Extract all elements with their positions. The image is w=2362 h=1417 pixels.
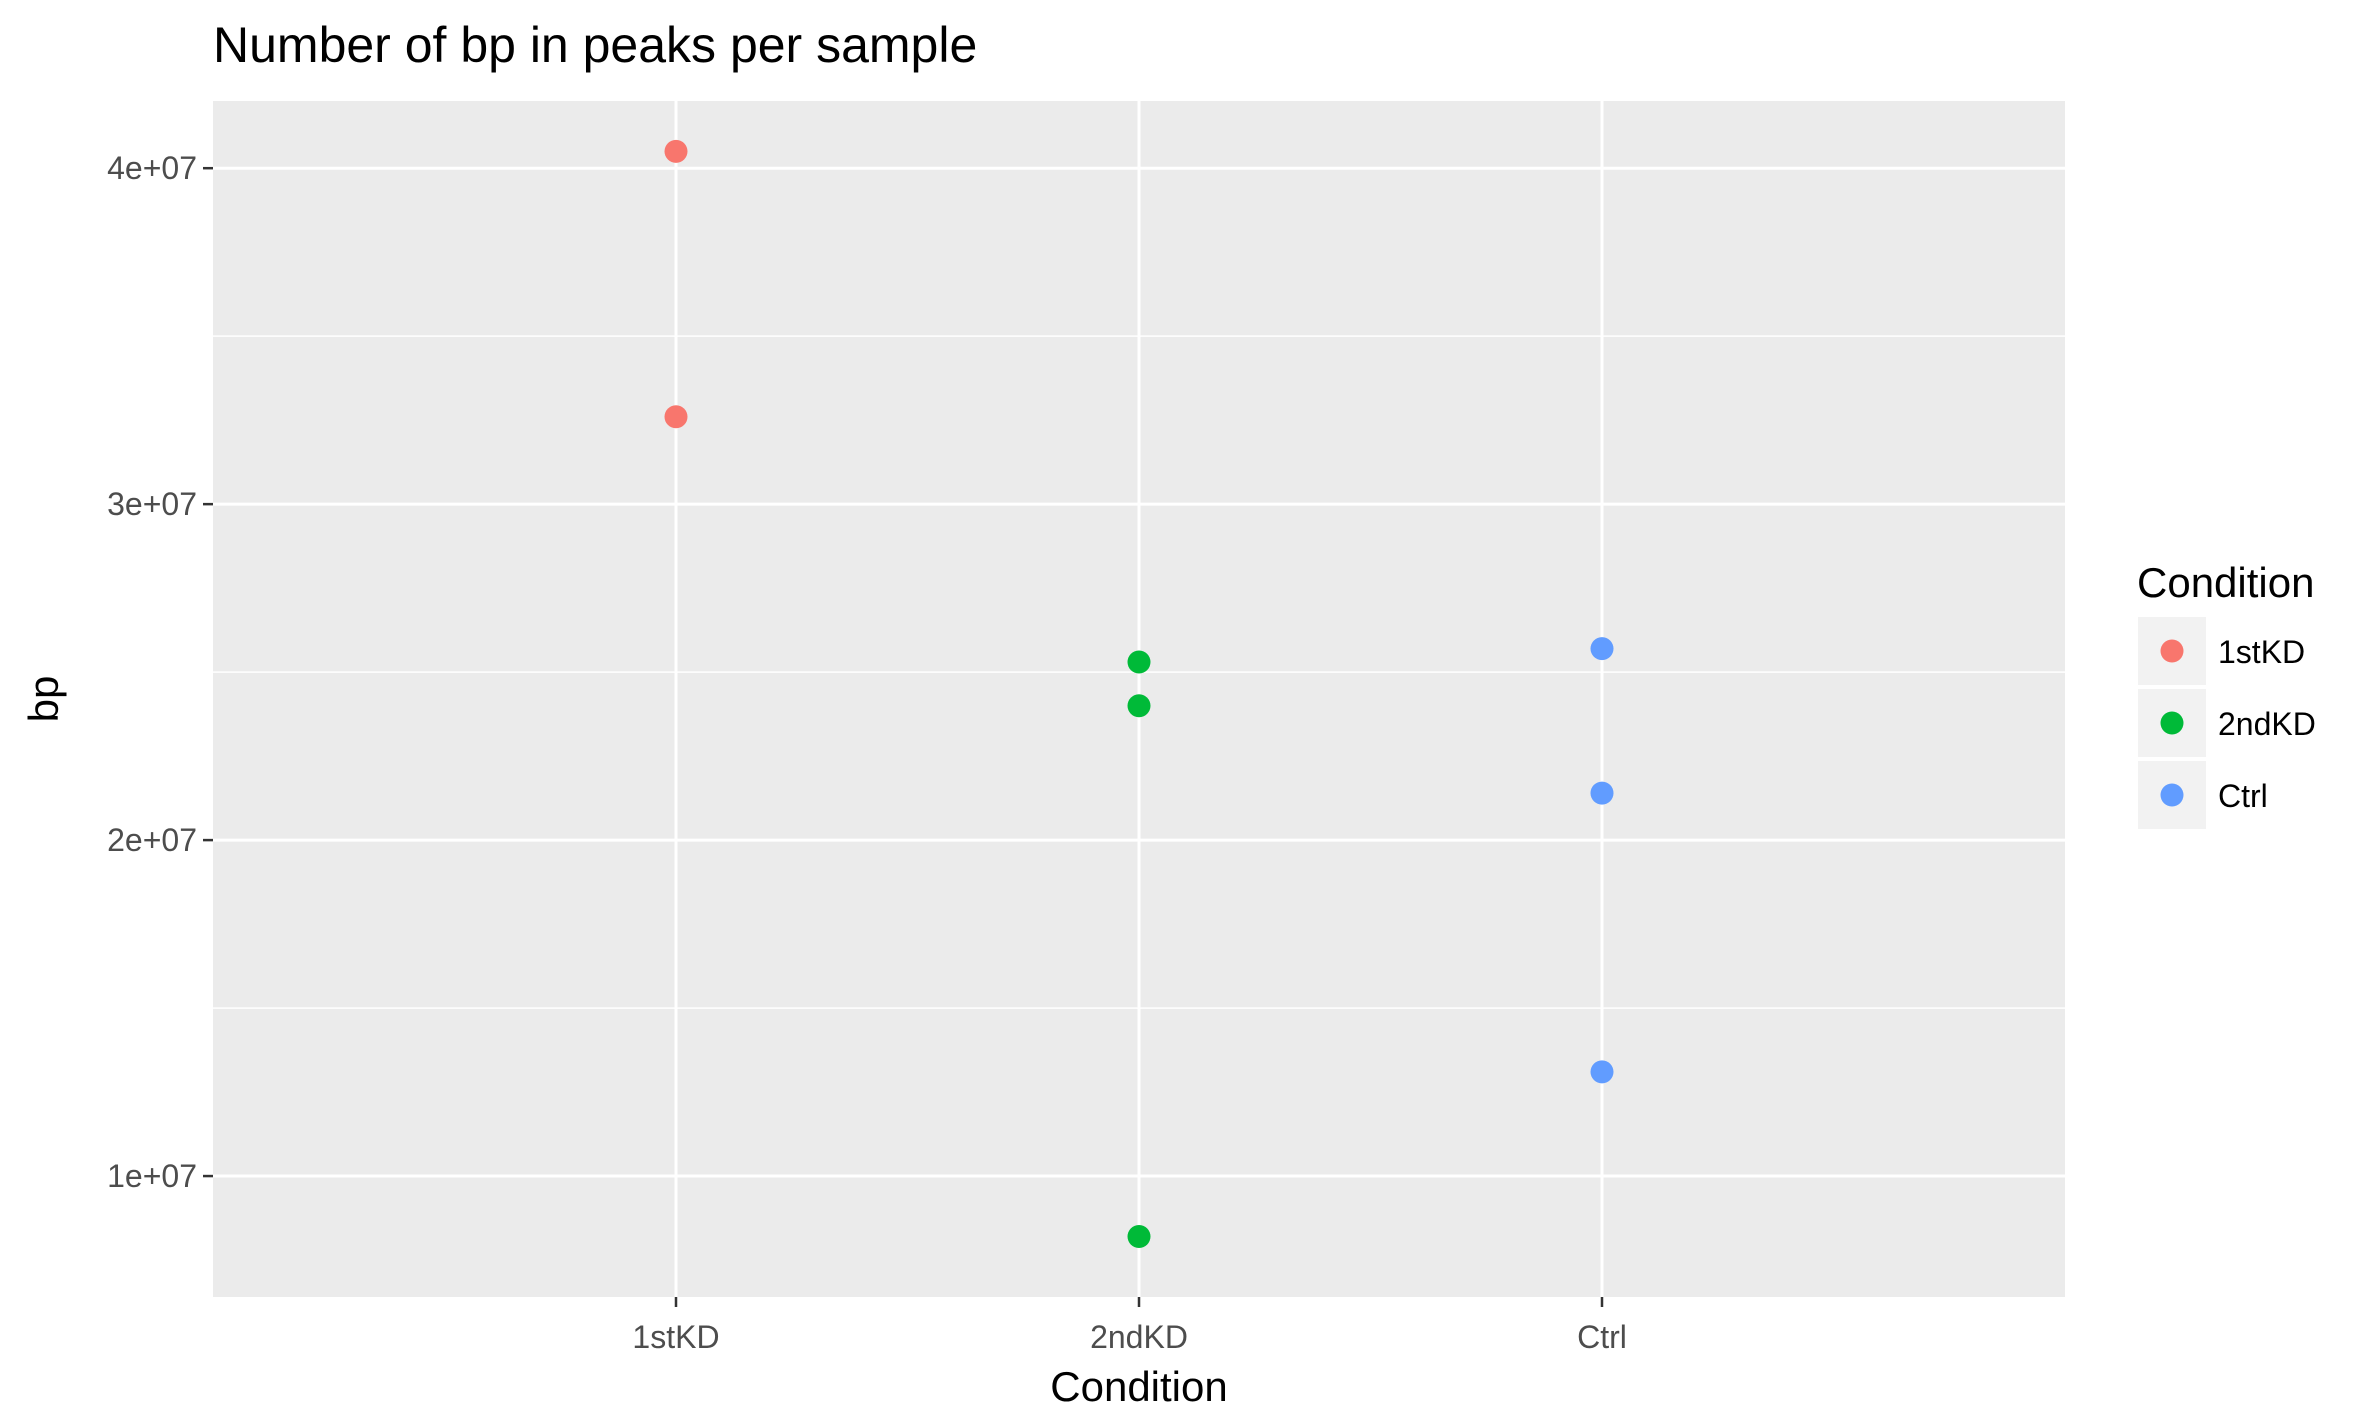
legend-title: Condition (2137, 559, 2314, 606)
data-point (1590, 1060, 1614, 1084)
y-tick-label: 1e+07 (107, 1158, 197, 1194)
legend-marker (2160, 639, 2184, 663)
y-axis-title: bp (20, 676, 67, 723)
axis-layer: 1e+07 2e+07 3e+07 4e+07 1stKD 2ndKD Ctrl (107, 150, 1627, 1355)
point-layer (664, 139, 1614, 1249)
data-point (1590, 637, 1614, 661)
legend-label: 2ndKD (2218, 706, 2316, 742)
data-point (1127, 694, 1151, 718)
data-point (1127, 650, 1151, 674)
y-tick-label: 4e+07 (107, 150, 197, 186)
x-axis-title: Condition (1050, 1363, 1227, 1410)
legend-marker (2160, 711, 2184, 735)
data-point (664, 139, 688, 163)
chart-title: Number of bp in peaks per sample (213, 17, 977, 73)
legend-label: Ctrl (2218, 778, 2268, 814)
legend-marker (2160, 783, 2184, 807)
data-point (1590, 781, 1614, 805)
y-tick-label: 3e+07 (107, 486, 197, 522)
legend-label: 1stKD (2218, 634, 2305, 670)
x-tick-label: Ctrl (1577, 1319, 1627, 1355)
x-tick-label: 1stKD (632, 1319, 719, 1355)
legend: Condition 1stKD 2ndKD Ctrl (2137, 559, 2316, 829)
data-point (1127, 1225, 1151, 1249)
x-tick-label: 2ndKD (1090, 1319, 1188, 1355)
y-tick-label: 2e+07 (107, 822, 197, 858)
legend-items: 1stKD 2ndKD Ctrl (2138, 617, 2316, 829)
data-point (664, 405, 688, 429)
